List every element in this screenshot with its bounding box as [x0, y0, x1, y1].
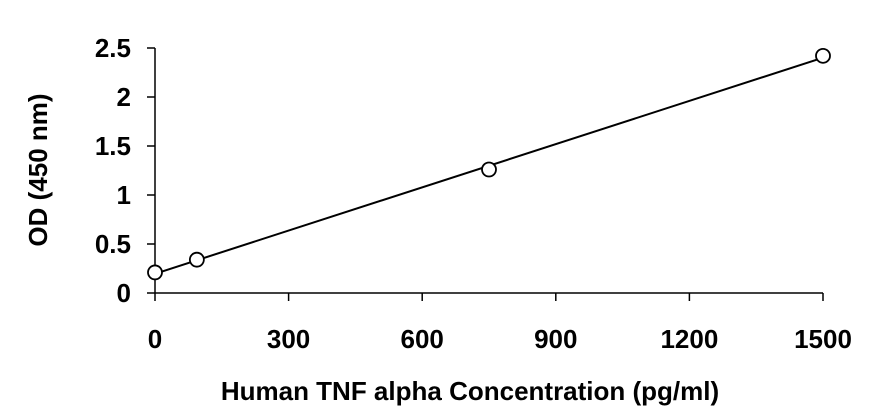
x-tick-label: 900 [534, 324, 577, 354]
data-point [188, 251, 205, 268]
y-axis-title: OD (450 nm) [23, 93, 53, 246]
data-point [815, 47, 831, 64]
y-tick-label: 2.5 [95, 33, 131, 63]
x-axis-title: Human TNF alpha Concentration (pg/ml) [221, 376, 719, 406]
x-tick-label: 0 [148, 324, 162, 354]
y-tick-label: 2 [117, 82, 131, 112]
x-tick-label: 600 [401, 324, 444, 354]
x-tick-label: 1500 [794, 324, 852, 354]
data-point [481, 161, 497, 178]
y-tick-label: 0.5 [95, 229, 131, 259]
x-tick-label: 300 [267, 324, 310, 354]
y-tick-label: 1.5 [95, 131, 131, 161]
data-point [147, 264, 163, 281]
y-tick-label: 0 [117, 278, 131, 308]
x-tick-label: 1200 [660, 324, 718, 354]
y-tick-label: 1 [117, 180, 131, 210]
